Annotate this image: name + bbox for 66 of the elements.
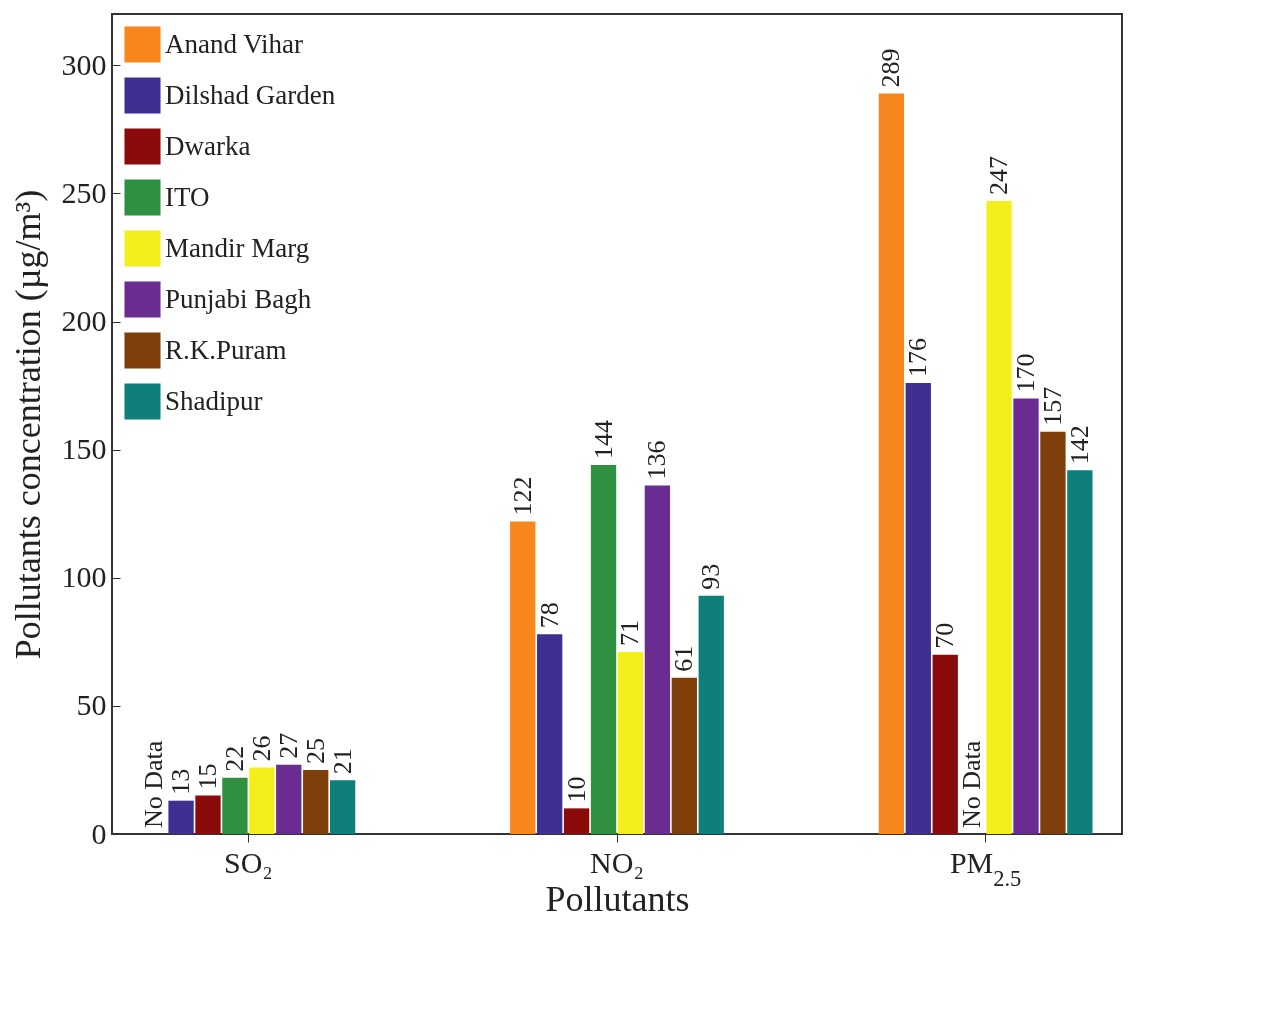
data-label: 13 — [166, 768, 196, 795]
bar — [168, 800, 194, 834]
data-label: 70 — [930, 622, 960, 649]
bar — [329, 780, 356, 834]
data-label: 289 — [876, 48, 906, 88]
legend-label: ITO — [165, 181, 210, 212]
data-label: 22 — [219, 745, 249, 772]
bar — [698, 595, 724, 834]
bar — [905, 383, 931, 834]
text: No Data — [957, 740, 987, 828]
data-label: 93 — [696, 563, 726, 590]
bar — [590, 465, 617, 834]
bar — [222, 777, 248, 834]
data-label: 78 — [534, 602, 564, 629]
y-tick-label: 150 — [61, 432, 107, 466]
bar — [249, 767, 275, 834]
data-label: 61 — [669, 645, 699, 672]
data-label: 176 — [903, 338, 933, 377]
y-tick-label: 100 — [61, 560, 107, 594]
x-tick-label: SO₂ — [223, 845, 273, 879]
bar — [878, 93, 905, 834]
data-label: 122 — [507, 476, 537, 516]
data-label: 142 — [1064, 425, 1094, 465]
y-tick-label: 250 — [61, 175, 107, 209]
y-tick-label: 300 — [61, 47, 107, 81]
legend-label: Shadipur — [165, 385, 263, 416]
data-label: 144 — [588, 420, 618, 459]
bar — [303, 769, 329, 834]
legend-label: Mandir Marg — [165, 232, 310, 263]
legend-label: Dilshad Garden — [165, 79, 336, 110]
bar — [276, 764, 302, 834]
bar — [537, 634, 563, 834]
legend-label: Punjabi Bagh — [165, 283, 312, 314]
data-label: 25 — [300, 737, 330, 764]
y-axis-title: Pollutants concentration (µg/m³) — [7, 189, 48, 660]
text: No Data — [139, 740, 169, 828]
bar — [1067, 470, 1093, 834]
x-tick-label: PM$_{2.5}$ — [949, 845, 1022, 890]
legend-label: R.K.Puram — [165, 334, 287, 365]
data-label: 170 — [1011, 353, 1040, 393]
bar — [617, 652, 644, 834]
bar — [1040, 431, 1066, 834]
bar — [932, 654, 958, 834]
y-tick-label: 200 — [61, 304, 107, 337]
data-label: 136 — [642, 440, 672, 480]
x-tick-label: NO₂ — [590, 845, 644, 879]
bar — [563, 808, 590, 834]
bar — [195, 795, 221, 834]
bar — [644, 485, 671, 834]
data-label: 27 — [273, 732, 303, 759]
legend-label: Anand Vihar — [165, 28, 304, 59]
bar — [671, 677, 697, 834]
data-label: 10 — [561, 776, 591, 803]
data-label: 71 — [615, 620, 645, 647]
data-label: 157 — [1037, 386, 1067, 426]
data-label: 247 — [984, 156, 1014, 196]
bar — [1013, 398, 1039, 834]
y-tick-label: 50 — [76, 688, 107, 722]
data-label: 21 — [327, 748, 357, 775]
data-label: 26 — [246, 735, 276, 762]
y-tick-label: 0 — [91, 816, 107, 850]
data-label: 15 — [193, 763, 222, 790]
bar — [986, 201, 1012, 834]
bar — [510, 521, 536, 834]
x-axis-title: Pollutants — [545, 878, 690, 919]
legend-label: Dwarka — [165, 130, 251, 161]
